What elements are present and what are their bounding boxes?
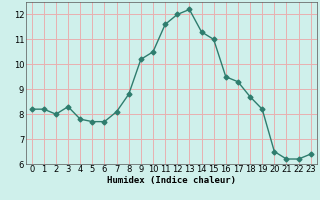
X-axis label: Humidex (Indice chaleur): Humidex (Indice chaleur) [107,176,236,185]
